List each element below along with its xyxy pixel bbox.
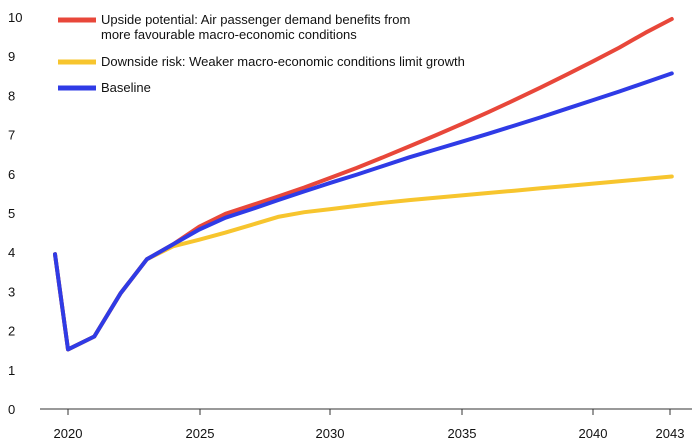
series-line-downside bbox=[53, 174, 674, 352]
legend-label: Downside risk: Weaker macro-economic con… bbox=[101, 54, 465, 69]
legend-label: Upside potential: Air passenger demand b… bbox=[101, 12, 410, 42]
y-tick-label: 5 bbox=[8, 206, 15, 221]
legend-label: Baseline bbox=[101, 80, 151, 95]
y-tick-label: 2 bbox=[8, 324, 15, 339]
legend-item-upside: Upside potential: Air passenger demand b… bbox=[58, 12, 410, 42]
legend: Upside potential: Air passenger demand b… bbox=[58, 12, 465, 95]
y-tick-label: 4 bbox=[8, 245, 15, 260]
y-tick-label: 0 bbox=[8, 402, 15, 417]
y-tick-label: 7 bbox=[8, 128, 15, 143]
y-tick-label: 1 bbox=[8, 363, 15, 378]
series-line-baseline bbox=[53, 71, 674, 352]
legend-item-baseline: Baseline bbox=[58, 80, 151, 95]
y-tick-label: 10 bbox=[8, 10, 22, 25]
legend-item-downside: Downside risk: Weaker macro-economic con… bbox=[58, 54, 465, 69]
y-tick-label: 9 bbox=[8, 49, 15, 64]
x-axis-ticks: 2020 2025 2030 2035 2040 2043 bbox=[54, 409, 685, 441]
y-tick-label: 6 bbox=[8, 167, 15, 182]
y-tick-label: 8 bbox=[8, 88, 15, 103]
x-tick-label: 2020 bbox=[54, 426, 83, 441]
x-tick-label: 2030 bbox=[316, 426, 345, 441]
series-lines bbox=[53, 17, 674, 352]
x-tick-label: 2025 bbox=[186, 426, 215, 441]
x-tick-label: 2043 bbox=[656, 426, 685, 441]
x-tick-label: 2040 bbox=[579, 426, 608, 441]
y-tick-label: 3 bbox=[8, 284, 15, 299]
y-axis-ticks: 0 1 2 3 4 5 6 7 8 9 10 bbox=[8, 10, 22, 417]
x-tick-label: 2035 bbox=[448, 426, 477, 441]
